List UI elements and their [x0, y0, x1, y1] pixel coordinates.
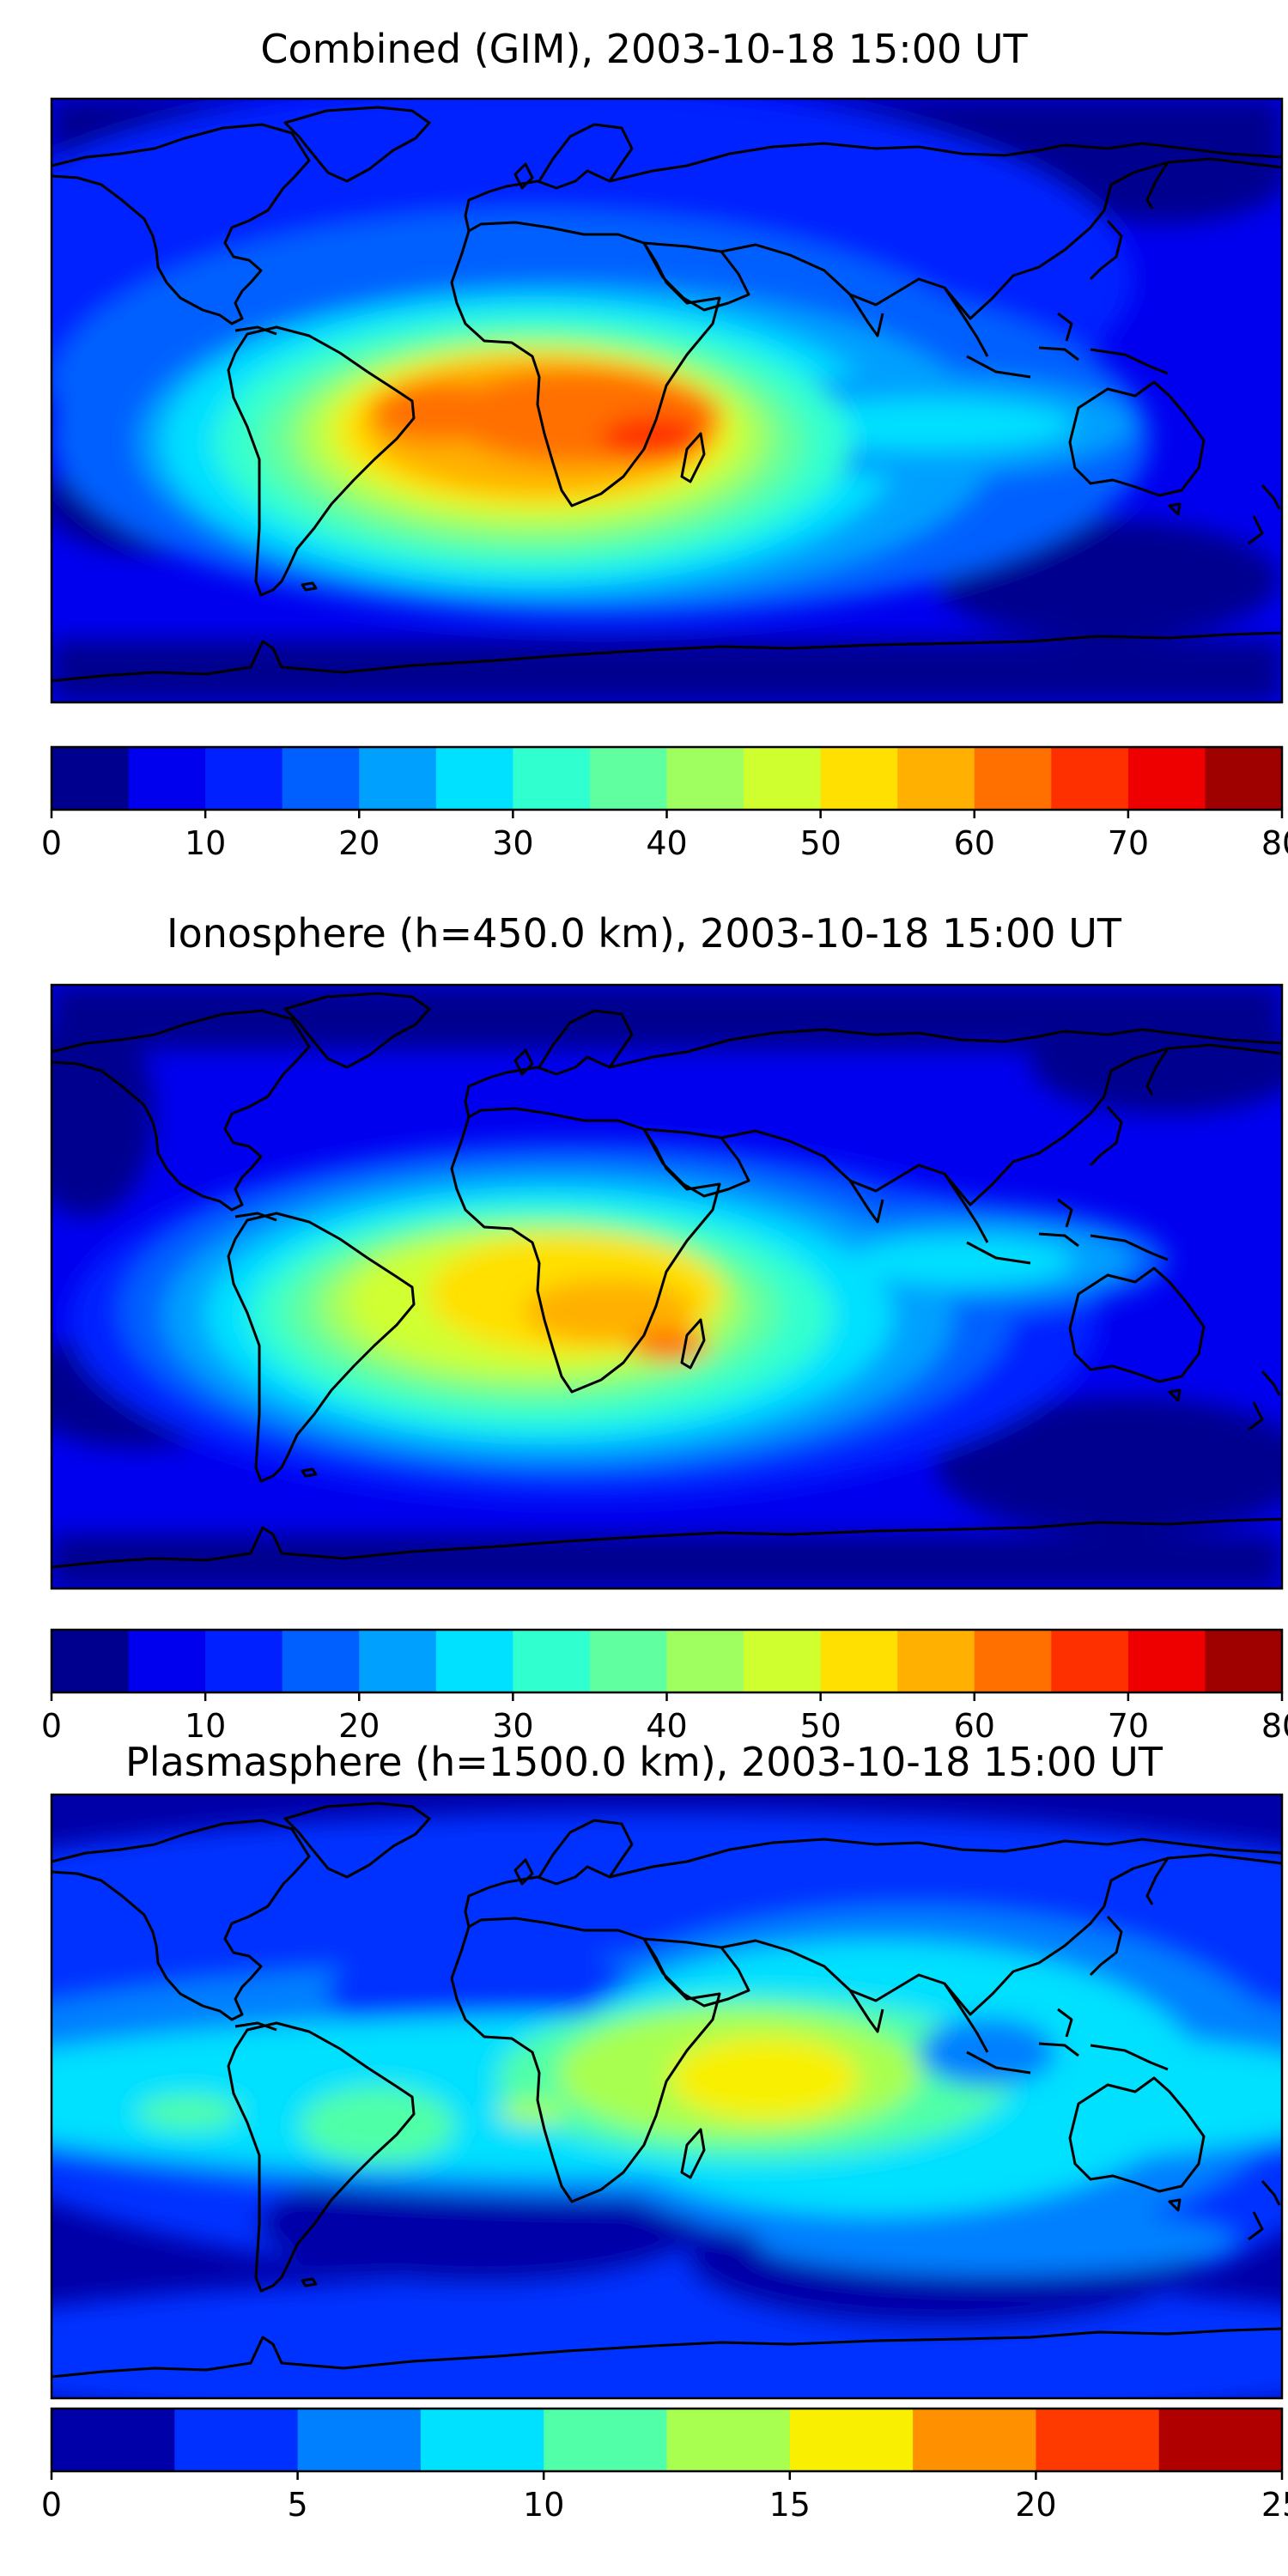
- chart-title: Ionosphere (h=450.0 km), 2003-10-18 15:0…: [167, 910, 1122, 957]
- colorbar-segment: [1205, 747, 1283, 810]
- colorbar-segment: [297, 2409, 422, 2471]
- colorbar: 0 5 10 15 20 25: [41, 2407, 1288, 2524]
- heatmap-field: [52, 1812, 1282, 2398]
- chart-title: Combined (GIM), 2003-10-18 15:00 UT: [260, 26, 1028, 72]
- colorbar-tick-label: 30: [492, 1707, 533, 1745]
- colorbar-tick-label: 25: [1261, 2486, 1288, 2524]
- colorbar-segment: [589, 1630, 667, 1692]
- colorbar-segment: [1158, 2409, 1283, 2471]
- colorbar-segment: [513, 1630, 591, 1692]
- colorbar-tick-label: 50: [799, 824, 841, 862]
- colorbar-segment: [744, 747, 822, 810]
- colorbar-segment: [1051, 1630, 1129, 1692]
- colorbar-segment: [1127, 1630, 1206, 1692]
- colorbar-tick-label: 80: [1261, 1707, 1288, 1745]
- colorbar-segment: [174, 2409, 299, 2471]
- colorbar-segment: [744, 1630, 822, 1692]
- colorbar-segment: [1205, 1630, 1283, 1692]
- colorbar-segment: [913, 2409, 1036, 2471]
- colorbar-tick-label: 60: [954, 1707, 995, 1745]
- colorbar-tick-label: 10: [185, 1707, 226, 1745]
- colorbar-segment: [128, 1630, 206, 1692]
- colorbar-tick-label: 60: [954, 824, 995, 862]
- colorbar-tick-label: 10: [523, 2486, 564, 2524]
- colorbar-tick-label: 10: [185, 824, 226, 862]
- colorbar-segment: [1036, 2409, 1160, 2471]
- panel-combined: Combined (GIM), 2003-10-18 15:00 UT: [41, 26, 1288, 862]
- colorbar-segment: [666, 747, 744, 810]
- colorbar-tick-label: 0: [41, 2486, 62, 2524]
- colorbar-segment: [52, 1630, 130, 1692]
- colorbar-tick-label: 80: [1261, 824, 1288, 862]
- colorbar-segment: [359, 1630, 437, 1692]
- colorbar-segment: [52, 747, 130, 810]
- colorbar-tick-label: 50: [799, 1707, 841, 1745]
- colorbar-segment: [589, 747, 667, 810]
- colorbar-segment: [420, 2409, 544, 2471]
- colorbar-tick-label: 20: [338, 1707, 380, 1745]
- colorbar-segment: [974, 1630, 1052, 1692]
- colorbar-segment: [282, 1630, 360, 1692]
- colorbar-segment: [282, 747, 360, 810]
- colorbar-segment: [974, 747, 1052, 810]
- colorbar-tick-label: 5: [288, 2486, 308, 2524]
- colorbar-segment: [52, 2409, 175, 2471]
- panel-ionosphere: Ionosphere (h=450.0 km), 2003-10-18 15:0…: [41, 910, 1288, 1745]
- chart-title: Plasmasphere (h=1500.0 km), 2003-10-18 1…: [125, 1739, 1163, 1785]
- colorbar-tick-label: 20: [1015, 2486, 1056, 2524]
- colorbar-tick-label: 40: [646, 824, 687, 862]
- colorbar-tick-label: 40: [646, 1707, 687, 1745]
- colorbar-segment: [205, 1630, 283, 1692]
- heatmap-field: [52, 985, 1282, 1589]
- colorbar-segment: [205, 747, 283, 810]
- colorbar-tick-label: 70: [1108, 824, 1149, 862]
- colorbar-tick-label: 70: [1108, 1707, 1149, 1745]
- map-frame: [50, 1793, 1284, 2400]
- map-frame: [50, 97, 1284, 704]
- map-frame: [50, 983, 1284, 1590]
- colorbar-tick-label: 0: [41, 824, 62, 862]
- colorbar-segment: [666, 2409, 791, 2471]
- colorbar-segment: [666, 1630, 744, 1692]
- colorbar-segment: [820, 1630, 898, 1692]
- colorbar: 0 10 20 30 40 50 60 70 80: [41, 745, 1288, 862]
- colorbar-segment: [820, 747, 898, 810]
- colorbar-segment: [897, 1630, 975, 1692]
- colorbar-tick-label: 15: [769, 2486, 811, 2524]
- heatmap-field: [52, 99, 1282, 702]
- colorbar-segment: [513, 747, 591, 810]
- colorbar-segment: [897, 747, 975, 810]
- colorbar-segment: [435, 1630, 513, 1692]
- colorbar-tick-label: 30: [492, 824, 533, 862]
- colorbar-segment: [789, 2409, 914, 2471]
- map-plot: [50, 1793, 1284, 2400]
- colorbar-segment: [544, 2409, 667, 2471]
- colorbar: 0 10 20 30 40 50 60 70 80: [41, 1628, 1288, 1745]
- colorbar-segment: [1051, 747, 1129, 810]
- colorbar-tick-label: 0: [41, 1707, 62, 1745]
- colorbar-segment: [435, 747, 513, 810]
- colorbar-segment: [128, 747, 206, 810]
- map-plot: [50, 97, 1284, 704]
- panel-plasmasphere: Plasmasphere (h=1500.0 km), 2003-10-18 1…: [41, 1739, 1288, 2524]
- map-plot: [50, 983, 1284, 1590]
- colorbar-segment: [359, 747, 437, 810]
- colorbar-segment: [1127, 747, 1206, 810]
- colorbar-tick-label: 20: [338, 824, 380, 862]
- colorbar-frame: [50, 2407, 1284, 2473]
